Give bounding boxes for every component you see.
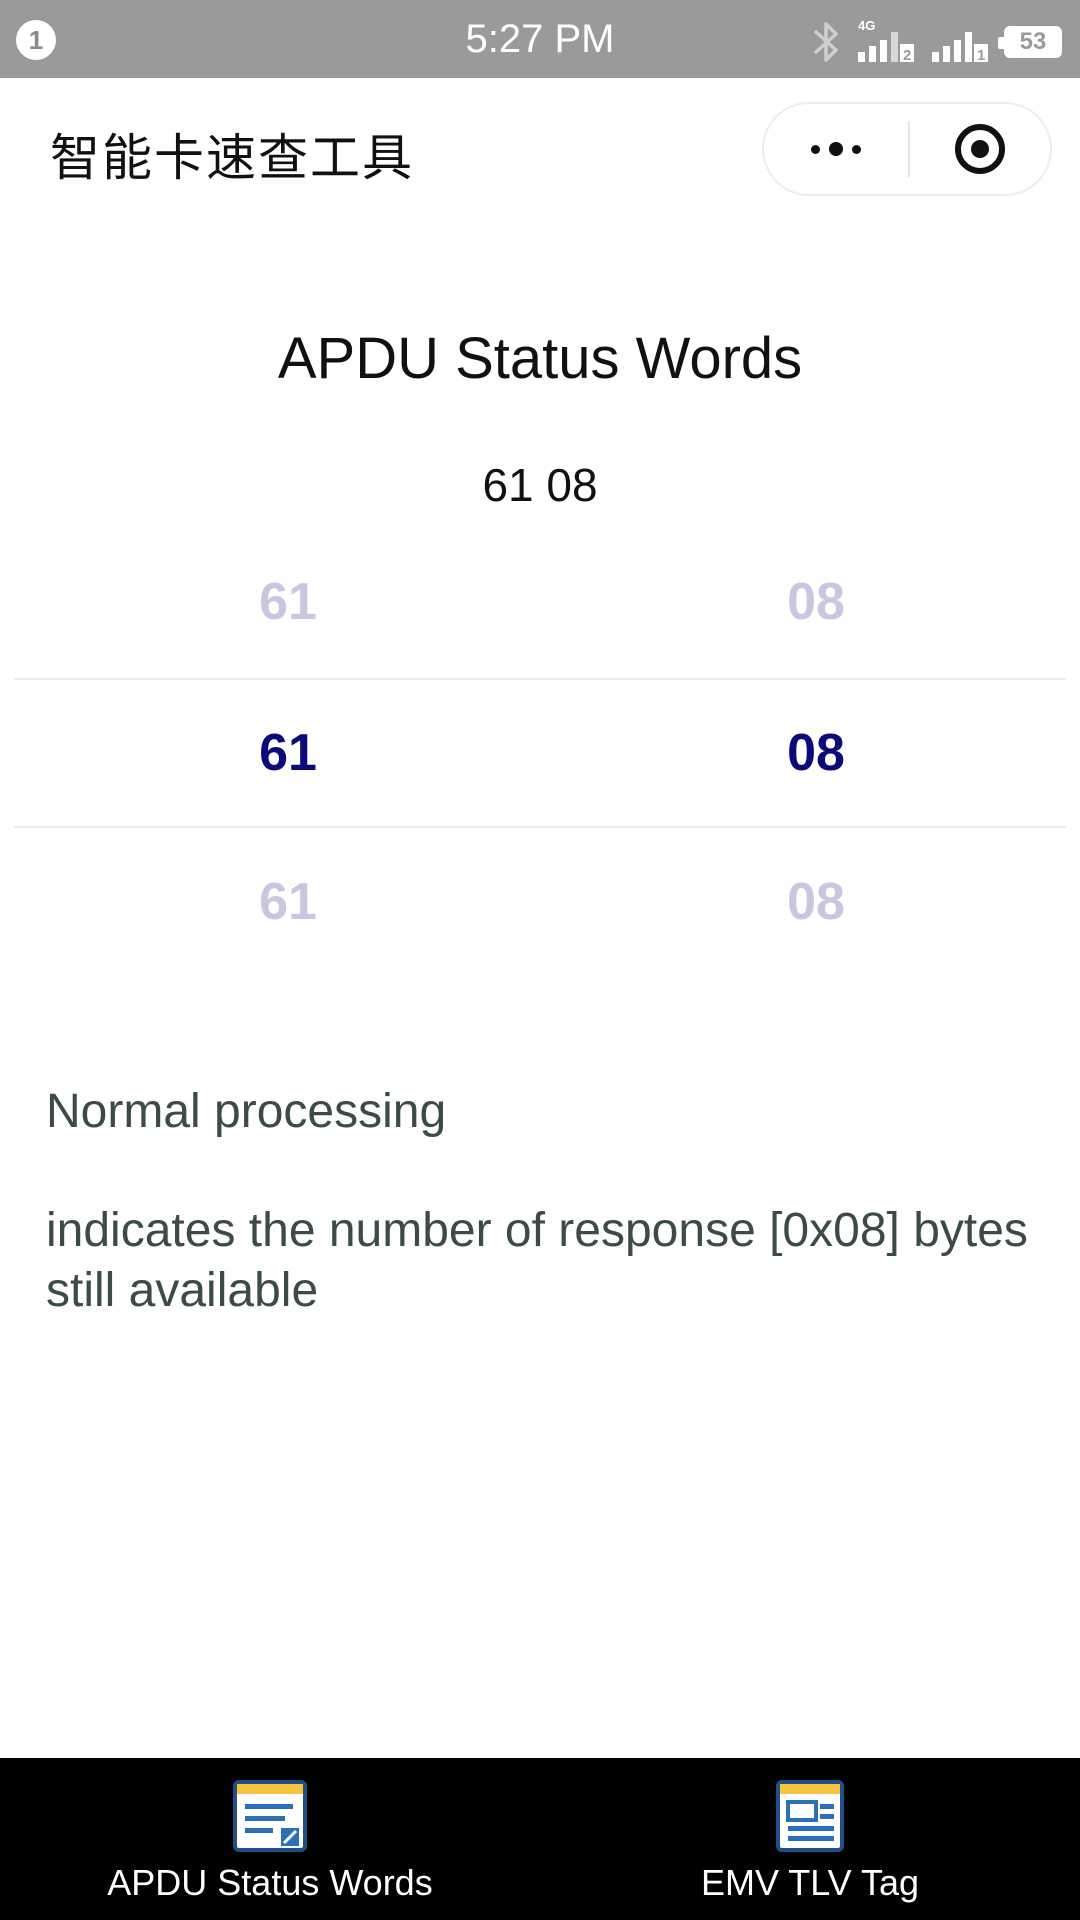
tab-bar: APDU Status Words EMV TLV Tag: [0, 1758, 1080, 1920]
more-dots-icon-center: [829, 142, 843, 156]
picker-option[interactable]: 61: [259, 573, 317, 631]
picker-column-sw1[interactable]: 61 61 61: [118, 540, 458, 931]
signal-icon: 4G 2: [856, 18, 916, 64]
status-time: 5:27 PM: [465, 17, 615, 61]
more-button[interactable]: [764, 104, 908, 194]
status-bar: 1 5:27 PM 4G 2: [0, 0, 1080, 78]
more-dots-icon-right: [852, 144, 861, 154]
status-category: Normal processing: [46, 1085, 447, 1138]
tab-emv-tlv-tag[interactable]: EMV TLV Tag: [540, 1758, 1080, 1920]
battery-icon: 53: [998, 26, 1062, 58]
picker-selection-band: [14, 678, 1066, 828]
newspaper-icon: [776, 1780, 844, 1852]
bluetooth-icon: [812, 20, 842, 64]
sim1-index: 2: [903, 47, 911, 64]
capsule-divider: [908, 121, 910, 177]
picker-column-sw2[interactable]: 08 08 08: [646, 540, 986, 931]
page-title: APDU Status Words: [277, 326, 803, 391]
tab-label: EMV TLV Tag: [700, 1862, 920, 1903]
picker-option[interactable]: 08: [787, 873, 845, 931]
signal-icon: 1: [930, 18, 990, 64]
tab-label: APDU Status Words: [107, 1862, 433, 1903]
target-circle-icon: [955, 124, 1005, 174]
network-type-label: 4G: [858, 18, 875, 33]
notification-badge: 1: [16, 20, 56, 60]
close-button[interactable]: [910, 104, 1050, 194]
mini-program-capsule: [762, 102, 1052, 196]
status-word-picker[interactable]: 61 61 61 08 08 08: [14, 540, 1066, 931]
battery-level: 53: [1019, 28, 1047, 55]
status-detail: indicates the number of response [0x08] …: [46, 1204, 1028, 1317]
status-icons: 4G 2 1 53: [812, 14, 1062, 64]
picker-option-selected[interactable]: 08: [787, 724, 845, 782]
sim2-index: 1: [977, 47, 985, 64]
app-header: 智能卡速查工具: [0, 78, 1080, 224]
app-title: 智能卡速查工具: [50, 129, 414, 187]
picker-option[interactable]: 08: [787, 573, 845, 631]
selected-status-code: 61 08: [482, 459, 598, 511]
tab-apdu-status-words[interactable]: APDU Status Words: [0, 1758, 540, 1920]
document-edit-icon: [233, 1780, 307, 1852]
more-dots-icon: [811, 144, 820, 154]
picker-option-selected[interactable]: 61: [259, 724, 317, 782]
picker-option[interactable]: 61: [259, 873, 317, 931]
